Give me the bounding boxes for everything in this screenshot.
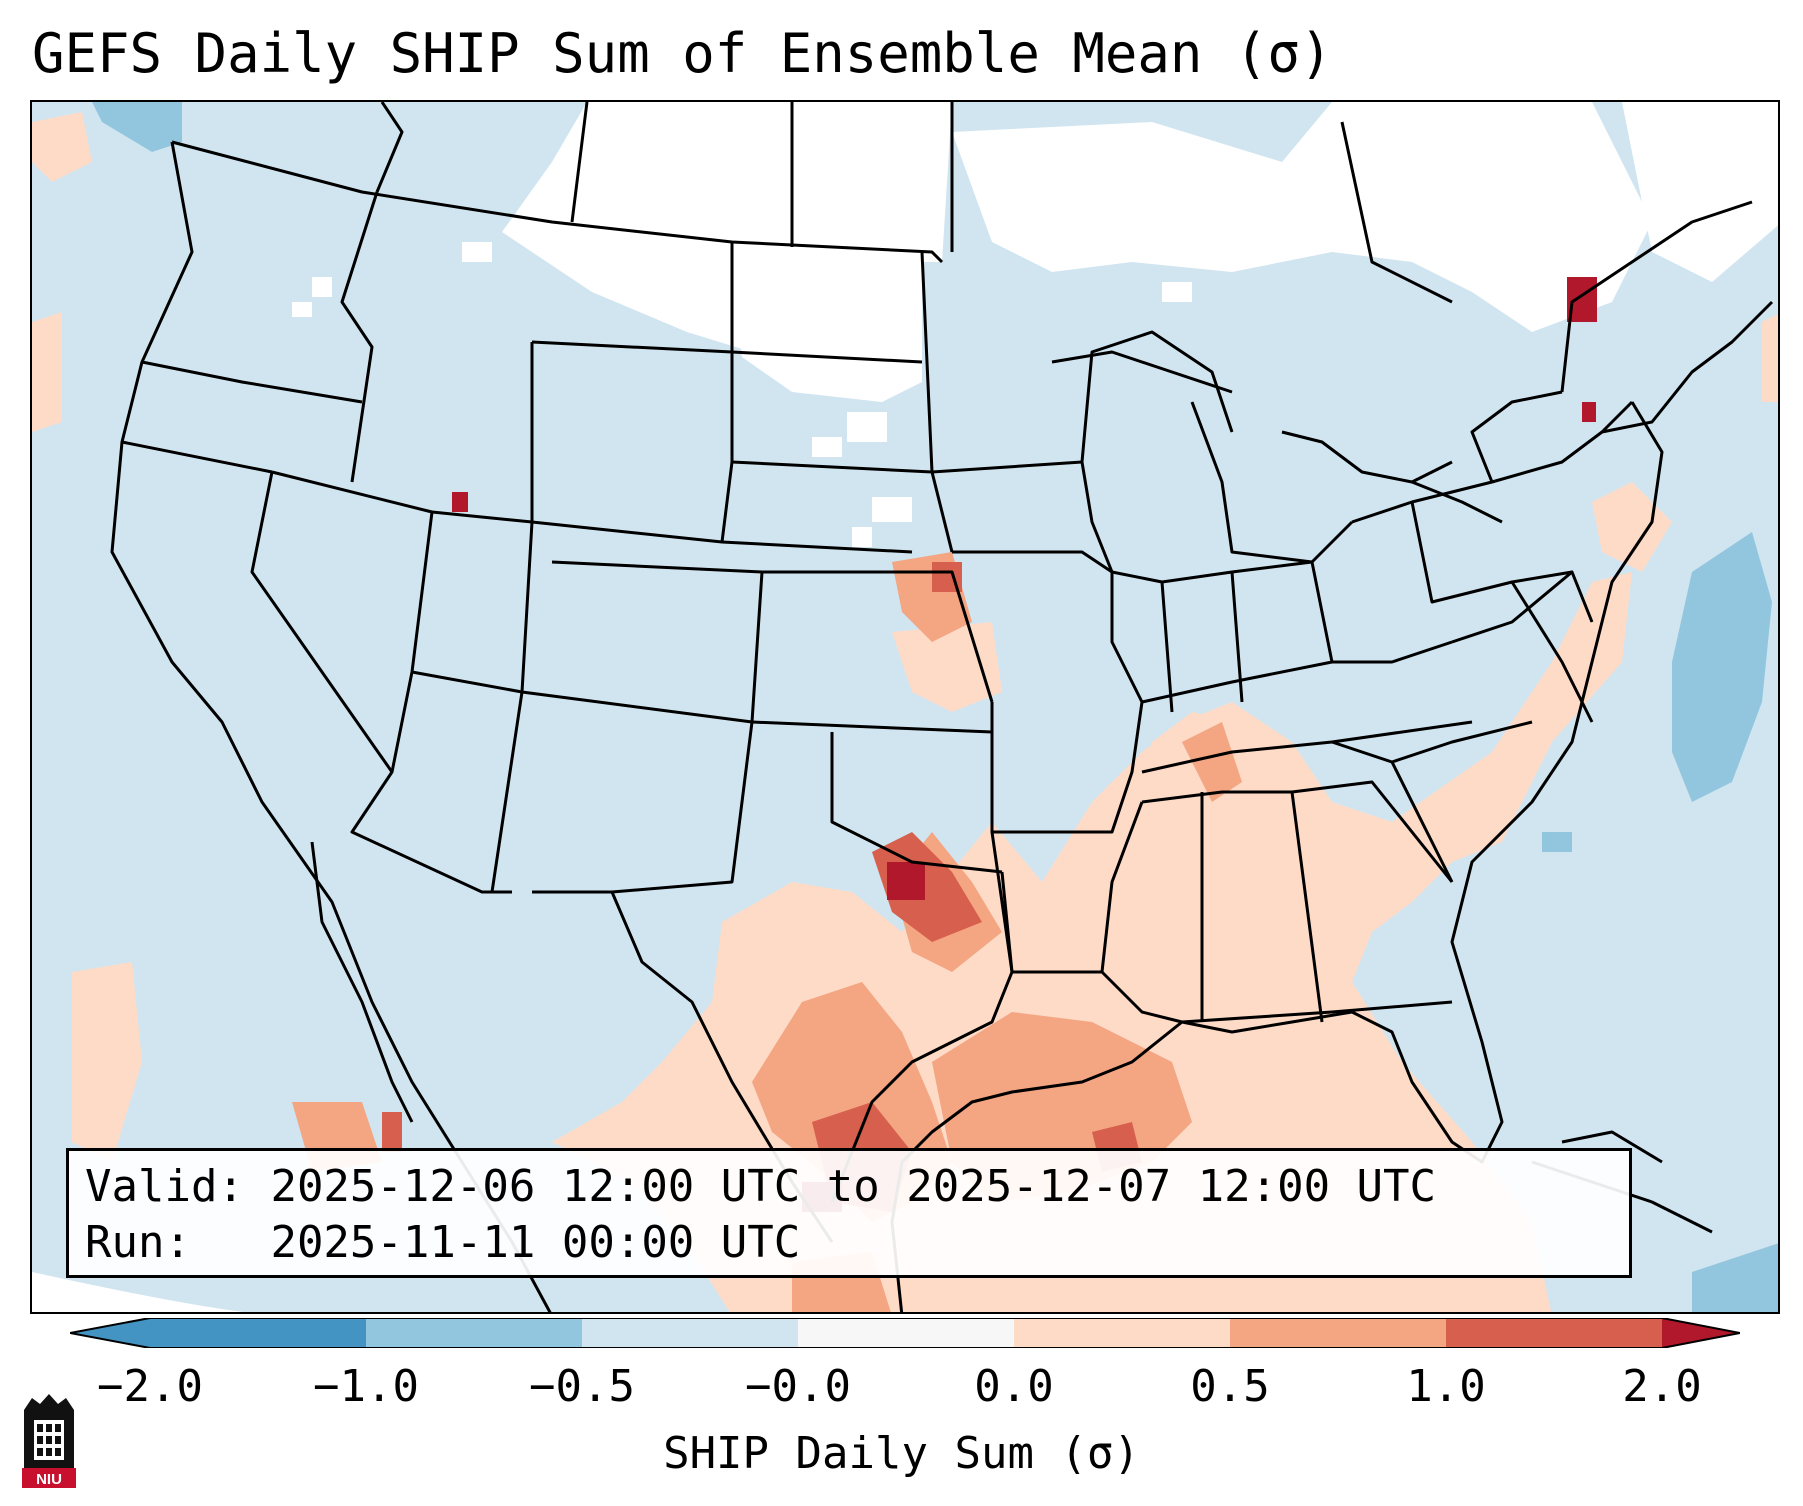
colorbar-segment-6 [1014, 1318, 1230, 1348]
colorbar-segment-2 [150, 1318, 366, 1348]
run-value: 2025-11-11 00:00 UTC [270, 1217, 801, 1268]
colorbar-tick-6: 1.0 [1406, 1361, 1486, 1412]
colorbar-tick-4: 0.0 [974, 1361, 1054, 1412]
valid-row: Valid: 2025-12-06 12:00 UTC to 2025-12-0… [85, 1159, 1613, 1215]
colorbar-segment-1 [70, 1318, 150, 1348]
run-row: Run: 2025-11-11 00:00 UTC [85, 1215, 1613, 1271]
colorbar-segment-8 [1446, 1318, 1662, 1348]
colorbar-segment-7 [1230, 1318, 1446, 1348]
logo-text: NIU [36, 1471, 62, 1488]
colorbar-tick-7: 2.0 [1622, 1361, 1702, 1412]
colorbar-label: SHIP Daily Sum (σ) [663, 1428, 1140, 1479]
colorbar-tick-0: −2.0 [97, 1361, 203, 1412]
colorbar-segment-5 [798, 1318, 1014, 1348]
colorbar-tick-1: −1.0 [313, 1361, 419, 1412]
valid-label: Valid: [85, 1161, 244, 1212]
map-title: GEFS Daily SHIP Sum of Ensemble Mean (σ) [32, 22, 1333, 85]
colorbar-segment-9 [1662, 1318, 1740, 1348]
map-canvas [32, 102, 1778, 1312]
negative-anomaly-areas [92, 102, 1778, 1312]
niu-logo-icon: NIU [22, 1394, 76, 1488]
colorbar-tick-2: −0.5 [529, 1361, 635, 1412]
colorbar-tick-3: −0.0 [745, 1361, 851, 1412]
validity-info-box: Valid: 2025-12-06 12:00 UTC to 2025-12-0… [66, 1148, 1632, 1278]
near-zero-areas [292, 102, 1778, 547]
colorbar-segment-4 [582, 1318, 798, 1348]
projection-edge-left [32, 1272, 244, 1312]
map-panel[interactable] [30, 100, 1780, 1314]
valid-value: 2025-12-06 12:00 UTC to 2025-12-07 12:00… [270, 1161, 1437, 1212]
colorbar [70, 1318, 1740, 1348]
colorbar-tick-5: 0.5 [1190, 1361, 1270, 1412]
colorbar-segment-3 [366, 1318, 582, 1348]
run-label: Run: [85, 1217, 191, 1268]
